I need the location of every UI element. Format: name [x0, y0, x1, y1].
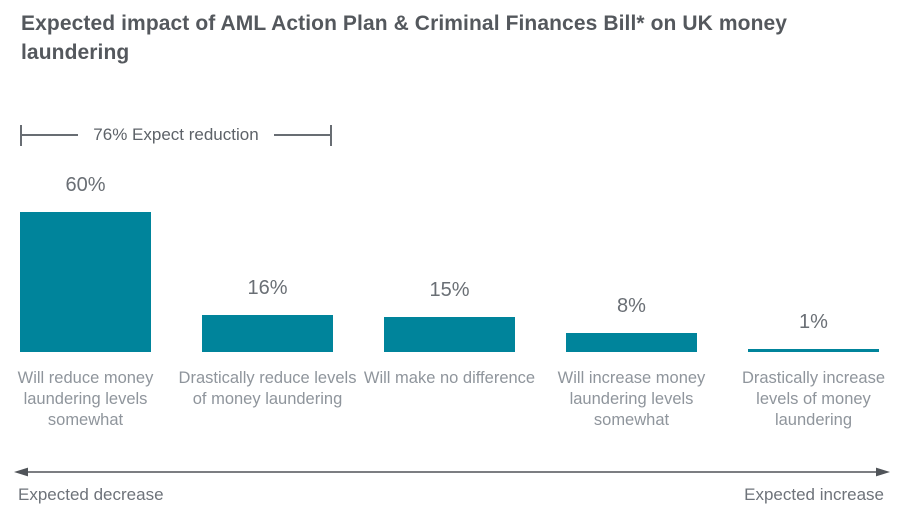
- bar-category-label: Will reduce money laundering levels some…: [17, 369, 154, 429]
- bar: [748, 349, 879, 352]
- axis-label-expected-increase: Expected increase: [744, 485, 884, 504]
- bar: [20, 212, 151, 352]
- bar-value-label: 60%: [65, 174, 106, 196]
- axis-label-expected-decrease: Expected decrease: [18, 485, 164, 504]
- bar-value-label: 15%: [429, 279, 470, 301]
- bracket-right-line: [274, 134, 330, 136]
- bar: [384, 317, 515, 352]
- bar-category-label: Will make no difference: [363, 369, 536, 387]
- bracket-left-cap: [20, 124, 22, 146]
- bar-value-label: 8%: [617, 295, 646, 317]
- bar-value-label: 1%: [799, 311, 828, 333]
- bar: [202, 315, 333, 352]
- bar-category-label: Drastically reduce levels of money laund…: [178, 369, 357, 408]
- bar-value-label: 16%: [247, 277, 288, 299]
- bar: [566, 333, 697, 352]
- bar-category-label: Will increase money laundering levels so…: [557, 369, 706, 429]
- annotation-label: 76% Expect reduction: [93, 125, 259, 144]
- annotation-bracket: 76% Expect reduction: [20, 123, 332, 147]
- bracket-left-line: [22, 134, 78, 136]
- chart-title: Expected impact of AML Action Plan & Cri…: [21, 12, 788, 64]
- bracket-right-cap: [330, 124, 332, 146]
- axis-arrow: [14, 467, 890, 477]
- bar-category-label: Drastically increase levels of money lau…: [741, 369, 886, 429]
